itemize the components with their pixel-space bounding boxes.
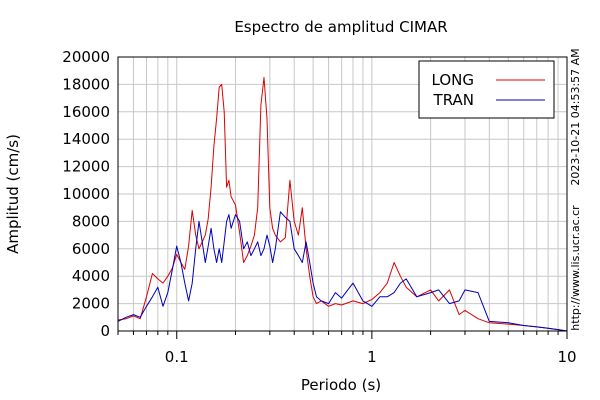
y-tick-label: 18000	[62, 75, 110, 93]
axis-ticks	[117, 331, 568, 339]
y-tick-label: 12000	[62, 158, 110, 176]
y-tick-label: 4000	[72, 267, 110, 285]
source-url-label: http://www.lis.ucr.ac.cr	[569, 205, 582, 331]
series-line-tran	[117, 211, 568, 332]
y-tick-label: 10000	[62, 185, 110, 203]
x-tick-label: 10	[557, 348, 576, 366]
y-tick-label: 6000	[72, 240, 110, 258]
legend-box	[418, 60, 555, 119]
x-tick-labels: 0.1 1 10	[165, 348, 577, 366]
x-axis-label: Periodo (s)	[301, 376, 381, 394]
timestamp-label: 2023-10-21 04:53:57 AM	[569, 48, 582, 185]
legend-label: TRAN	[433, 91, 474, 109]
y-tick-label: 20000	[62, 48, 110, 66]
y-tick-label: 16000	[62, 103, 110, 121]
y-tick-label: 14000	[62, 130, 110, 148]
y-tick-label: 0	[100, 322, 110, 340]
y-tick-label: 2000	[72, 295, 110, 313]
legend-label: LONG	[432, 71, 474, 89]
legend-item-long: LONG	[432, 71, 545, 89]
series-layer	[117, 77, 568, 332]
x-tick-label: 0.1	[165, 348, 189, 366]
y-tick-labels: 0 2000 4000 6000 8000 10000 12000 14000 16000 180…	[62, 48, 110, 340]
y-tick-label: 8000	[72, 212, 110, 230]
x-tick-label: 1	[367, 348, 377, 366]
plot-frame	[117, 56, 568, 332]
chart-title: Espectro de amplitud CIMAR	[234, 18, 447, 36]
y-axis-label: Amplitud (cm/s)	[4, 134, 22, 254]
legend: LONG TRAN	[418, 60, 555, 119]
legend-item-tran: TRAN	[433, 91, 545, 109]
